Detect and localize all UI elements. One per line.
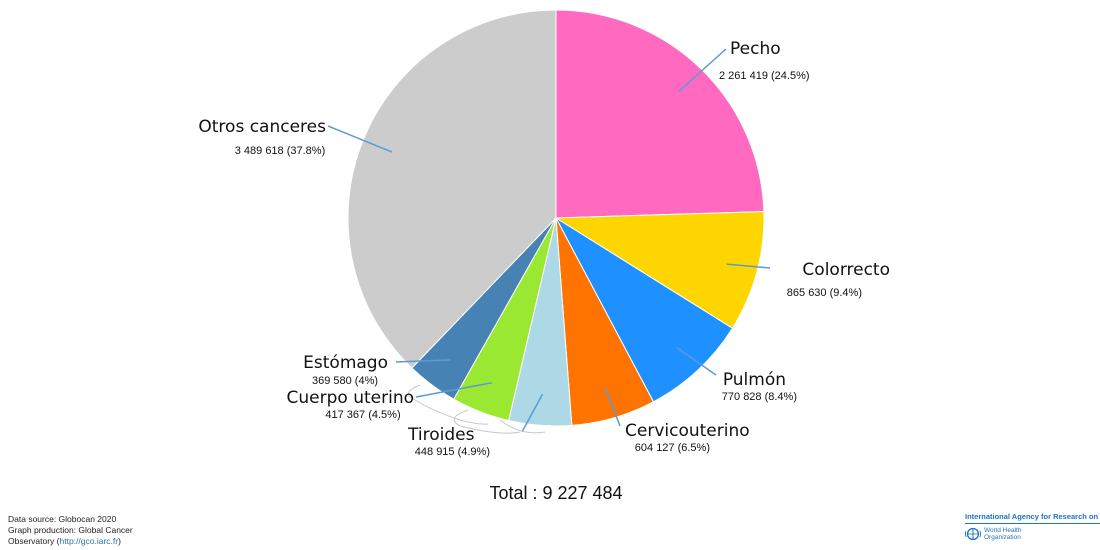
slice-value-label: 770 828 (8.4%): [722, 391, 797, 403]
slice-name-label: Cuerpo uterino: [287, 388, 414, 408]
slice-value-label: 2 261 419 (24.5%): [719, 70, 810, 82]
leader-line-2: [726, 263, 771, 269]
total-label: Total : 9 227 484: [489, 483, 622, 500]
slice-name-label: Colorrecto: [802, 260, 890, 280]
iarc-who-logo: International Agency for Research on Can…: [965, 512, 1100, 546]
credits-observatory: Observatory (http://gco.iarc.fr): [8, 536, 121, 546]
credits-source: Data source: Globocan 2020: [8, 514, 117, 524]
slice-value-label: 369 580 (4%): [312, 375, 378, 387]
leader-line-5: [521, 393, 544, 433]
pie-slice-2: [554, 211, 765, 329]
connector-curve-3: [499, 419, 546, 434]
leader-line-4: [604, 387, 621, 427]
leader-line-7: [395, 359, 451, 363]
leader-line-1: [678, 48, 727, 92]
slice-labels: Pecho 2 261 419 (24.5%) Colorrecto 865 630 …: [198, 39, 890, 458]
slice-value-label: 417 367 (4.5%): [325, 409, 400, 421]
leader-lines: [327, 48, 771, 434]
slice-name-label: Otros canceres: [198, 117, 326, 137]
pie-slice-1: [555, 9, 765, 219]
connector-curve-2: [453, 409, 521, 434]
slice-name-label: Tiroides: [407, 425, 475, 445]
slice-name-label: Pecho: [730, 39, 781, 59]
slice-value-label: 865 630 (9.4%): [787, 287, 862, 299]
pie-slices: [347, 9, 765, 427]
who-line2: Organization: [984, 534, 1021, 541]
who-block: World Health Organization: [965, 527, 1100, 541]
gco-link[interactable]: http://gco.iarc.fr: [59, 536, 119, 546]
who-emblem-icon: [965, 527, 981, 541]
slice-value-label: 3 489 618 (37.8%): [235, 145, 326, 157]
pie-chart: Pecho 2 261 419 (24.5%) Colorrecto 865 630 …: [198, 9, 890, 500]
slice-value-label: 604 127 (6.5%): [635, 442, 710, 454]
credits-production: Graph production: Global Cancer: [8, 525, 133, 535]
slice-value-label: 448 915 (4.9%): [415, 446, 490, 458]
connector-curve-1: [407, 384, 489, 425]
slice-name-label: Pulmón: [723, 370, 786, 390]
slice-name-label: Cervicouterino: [625, 421, 750, 441]
leader-line-6: [415, 381, 492, 398]
logo-divider: [965, 523, 1100, 524]
leader-line-8: [327, 125, 393, 153]
credits: Data source: Globocan 2020 Graph product…: [8, 514, 133, 547]
who-line1: World Health: [984, 527, 1022, 534]
slice-name-label: Estómago: [303, 353, 388, 373]
leader-line-3: [676, 346, 717, 376]
iarc-name: International Agency for Research on Can…: [965, 512, 1100, 521]
